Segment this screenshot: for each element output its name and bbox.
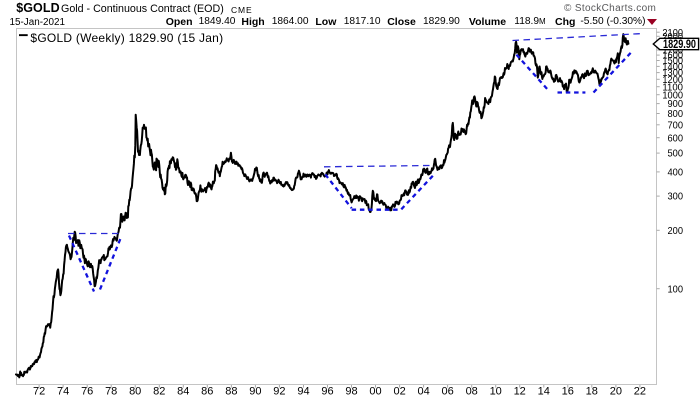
- svg-text:80: 80: [129, 386, 141, 398]
- svg-text:14: 14: [538, 386, 550, 398]
- svg-text:1300: 1300: [662, 67, 683, 79]
- svg-text:200: 200: [668, 225, 684, 237]
- svg-text:400: 400: [668, 167, 684, 179]
- svg-text:16: 16: [562, 386, 574, 398]
- svg-text:20: 20: [610, 386, 622, 398]
- svg-text:2100: 2100: [662, 27, 683, 39]
- svg-text:1600: 1600: [662, 50, 683, 62]
- svg-text:10: 10: [490, 386, 502, 398]
- svg-text:100: 100: [668, 283, 684, 295]
- svg-text:1200: 1200: [662, 74, 683, 86]
- svg-text:$GOLD (Weekly) 1829.90 (15 Jan: $GOLD (Weekly) 1829.90 (15 Jan): [30, 31, 223, 45]
- svg-text:900: 900: [668, 98, 684, 110]
- svg-text:500: 500: [668, 148, 684, 160]
- svg-text:1400: 1400: [662, 61, 683, 73]
- svg-text:800: 800: [668, 108, 684, 120]
- svg-text:74: 74: [57, 386, 69, 398]
- svg-text:08: 08: [466, 386, 478, 398]
- svg-text:700: 700: [668, 119, 684, 131]
- svg-text:86: 86: [201, 386, 213, 398]
- svg-text:72: 72: [33, 386, 45, 398]
- svg-text:82: 82: [153, 386, 165, 398]
- svg-text:90: 90: [249, 386, 261, 398]
- svg-text:02: 02: [393, 386, 405, 398]
- svg-text:92: 92: [273, 386, 285, 398]
- svg-text:1100: 1100: [662, 81, 683, 93]
- svg-text:18: 18: [586, 386, 598, 398]
- svg-text:22: 22: [634, 386, 646, 398]
- svg-text:1000: 1000: [662, 89, 683, 101]
- svg-text:94: 94: [297, 386, 309, 398]
- svg-text:78: 78: [105, 386, 117, 398]
- svg-text:12: 12: [514, 386, 526, 398]
- svg-text:04: 04: [417, 386, 429, 398]
- svg-text:00: 00: [369, 386, 381, 398]
- svg-text:98: 98: [345, 386, 357, 398]
- svg-text:96: 96: [321, 386, 333, 398]
- svg-text:1500: 1500: [662, 55, 683, 67]
- svg-text:84: 84: [177, 386, 189, 398]
- svg-text:600: 600: [668, 132, 684, 144]
- svg-text:06: 06: [441, 386, 453, 398]
- svg-text:1829.90: 1829.90: [663, 39, 696, 51]
- svg-text:88: 88: [225, 386, 237, 398]
- svg-text:300: 300: [668, 191, 684, 203]
- svg-text:76: 76: [81, 386, 93, 398]
